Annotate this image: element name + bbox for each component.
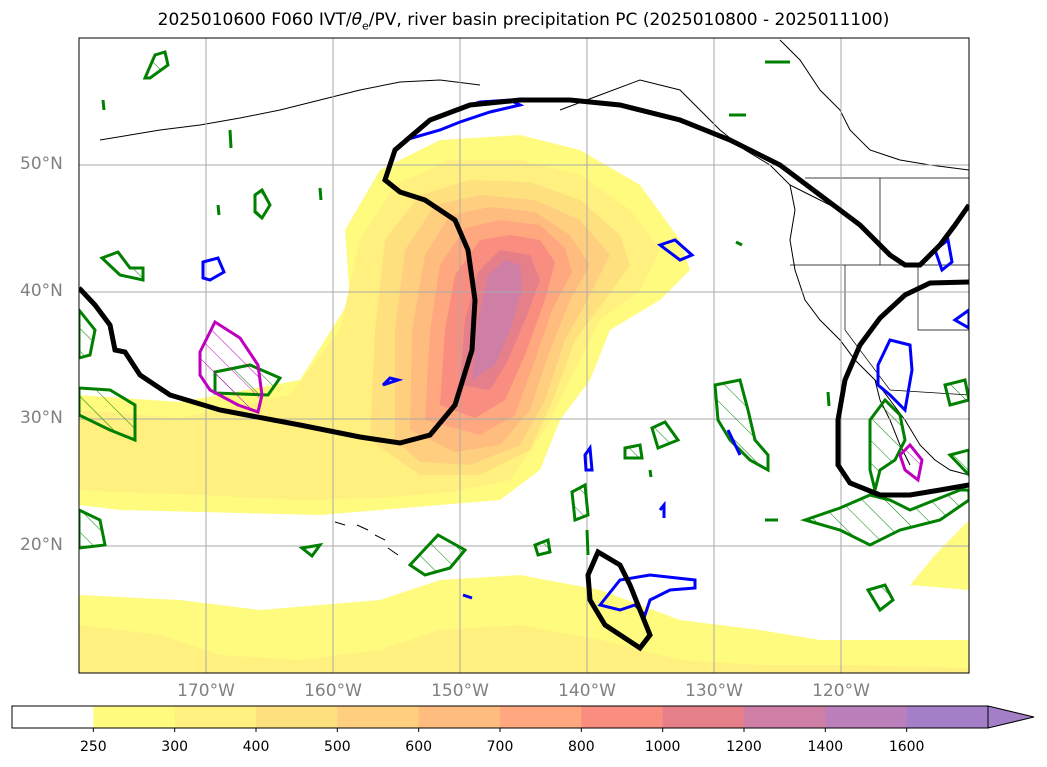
map-frame: [78, 37, 970, 674]
colorbar: [11, 705, 1035, 732]
pv-green-14: [799, 488, 969, 547]
pv-green-19: [947, 448, 969, 478]
pv-blue-3: [656, 238, 695, 262]
theta-e-3: [585, 548, 653, 652]
hawaii-2: [356, 524, 369, 531]
colorbar-tick-label: 1000: [644, 739, 681, 755]
colorbar-segment: [337, 706, 420, 728]
colorbar-segment: [662, 706, 745, 728]
lon-label-140w: 140°W: [558, 681, 616, 701]
pv-blue-7: [952, 308, 969, 330]
colorbar-tick-label: 700: [486, 739, 514, 755]
pv-blue-6: [876, 338, 914, 414]
colorbar-segment: [93, 706, 176, 728]
pv-green-3: [99, 250, 145, 282]
colorbar-tick-label: 400: [242, 739, 270, 755]
colorbar-tick-label: 800: [567, 739, 595, 755]
lat-label-30n: 30°N: [20, 408, 63, 428]
colorbar-segment: [418, 706, 501, 728]
pv-green-10: [570, 482, 590, 523]
canada-north-coast: [779, 39, 969, 171]
pv-green-18: [298, 542, 324, 559]
colorbar-tick-label: 250: [79, 739, 107, 755]
pv-green-7: [79, 508, 107, 550]
theta-e-1: [79, 97, 969, 446]
pv-green-contours: [79, 50, 969, 613]
pv-green-2: [253, 187, 272, 221]
theta-e-2: [835, 279, 969, 498]
colorbar-segment: [500, 706, 582, 728]
lon-label-150w: 150°W: [431, 681, 489, 701]
theta-e-contours: [79, 97, 969, 652]
colorbar-tick-label: 1600: [888, 739, 925, 755]
pv-green-13: [713, 378, 770, 473]
hawaii-1: [334, 521, 346, 526]
lon-label-170w: 170°W: [177, 681, 235, 701]
lon-label-130w: 130°W: [685, 681, 743, 701]
chart-title: 2025010600 F060 IVT/θe/PV, river basin p…: [157, 10, 890, 33]
lon-label-120w: 120°W: [812, 681, 870, 701]
pv-magenta-contours: [198, 319, 924, 483]
ivt-south-band-2: [79, 625, 969, 673]
colorbar-segment: [174, 706, 257, 728]
lat-label-40n: 40°N: [20, 281, 63, 301]
hawaii-4: [387, 547, 399, 556]
lon-label-160w: 160°W: [304, 681, 362, 701]
colorbar-segment: [256, 706, 338, 728]
pv-green-small: [101, 60, 831, 556]
colorbar-tick-label: 500: [323, 739, 351, 755]
pv-magenta-2: [898, 442, 924, 483]
pv-blue-12: [726, 429, 742, 456]
ivt-south-band: [79, 575, 969, 673]
pv-green-1: [142, 50, 170, 80]
pv-blue-10: [462, 593, 473, 600]
pv-green-16: [943, 378, 969, 407]
pv-magenta-1: [198, 319, 264, 414]
colorbar-tick-label: 300: [161, 739, 189, 755]
hawaii-3: [374, 534, 386, 541]
pv-blue-9: [583, 443, 594, 472]
pv-blue-4: [597, 573, 697, 618]
colorbar-extend-arrow: [987, 705, 1035, 729]
pv-green-17: [865, 583, 895, 613]
aleutians: [99, 79, 481, 141]
colorbar-segment: [12, 706, 94, 728]
lat-label-20n: 20°N: [20, 535, 63, 555]
lat-label-50n: 50°N: [20, 154, 63, 174]
colorbar-segment: [906, 706, 989, 728]
ivt-shading: [79, 135, 969, 673]
colorbar-tick-label: 1400: [807, 739, 844, 755]
pv-green-15: [868, 397, 907, 491]
pv-green-9: [533, 537, 552, 557]
pv-green-5: [79, 307, 97, 360]
colorbar-segment: [825, 706, 908, 728]
pv-green-6: [79, 386, 137, 443]
pv-blue-11: [658, 500, 666, 518]
pv-blue-2: [201, 256, 226, 282]
pv-green-8: [407, 533, 468, 577]
colorbar-segment: [581, 706, 664, 728]
colorbar-tick-label: 1200: [726, 739, 762, 755]
pv-green-12: [650, 420, 681, 451]
colorbar-segment: [744, 706, 826, 728]
pv-green-11: [623, 443, 644, 460]
ivt-east-band: [910, 520, 969, 590]
pv-blue-8: [381, 376, 404, 387]
colorbar-tick-label: 600: [405, 739, 433, 755]
ivt-band-1200: [472, 260, 522, 380]
